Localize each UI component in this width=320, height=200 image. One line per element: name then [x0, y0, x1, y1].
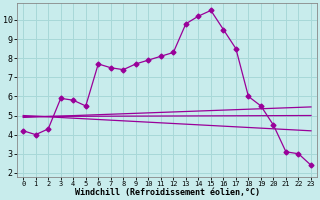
- X-axis label: Windchill (Refroidissement éolien,°C): Windchill (Refroidissement éolien,°C): [75, 188, 260, 197]
